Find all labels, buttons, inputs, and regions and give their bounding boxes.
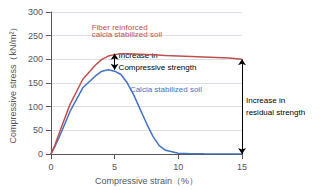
svg-text:50: 50 [33, 125, 43, 135]
svg-text:Fiber reinforced: Fiber reinforced [91, 23, 148, 33]
svg-text:Compressive stress（kN/m²）: Compressive stress（kN/m²） [8, 23, 18, 144]
svg-text:calcia stabilized soil: calcia stabilized soil [92, 30, 162, 39]
svg-text:15: 15 [237, 162, 247, 172]
svg-text:150: 150 [28, 78, 43, 88]
svg-text:Compressive strength: Compressive strength [119, 63, 197, 72]
svg-text:10: 10 [173, 162, 183, 172]
svg-text:300: 300 [28, 7, 43, 17]
svg-text:Increase in: Increase in [246, 96, 285, 105]
svg-text:0: 0 [48, 162, 53, 172]
svg-text:Compressive strain（%）: Compressive strain（%） [95, 176, 198, 186]
svg-text:200: 200 [28, 54, 43, 64]
svg-text:250: 250 [28, 31, 43, 41]
svg-text:0: 0 [38, 149, 43, 159]
svg-text:residual strength: residual strength [246, 108, 305, 117]
svg-text:Calcia stabilized soil: Calcia stabilized soil [130, 85, 202, 94]
svg-text:100: 100 [28, 102, 43, 112]
svg-text:5: 5 [112, 162, 117, 172]
svg-text:Increase in: Increase in [119, 51, 158, 60]
